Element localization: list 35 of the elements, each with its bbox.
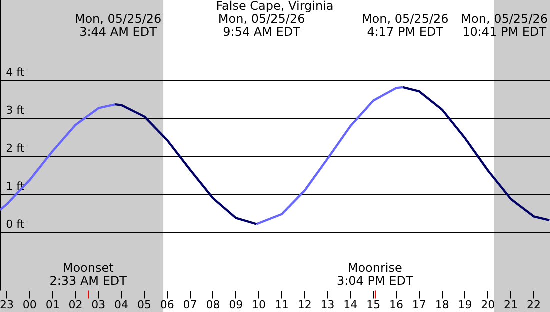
y-tick-label: 3 ft (6, 104, 26, 118)
x-tick-label: 09 (229, 298, 244, 312)
x-tick-label: 21 (504, 298, 518, 312)
x-tick-label: 22 (526, 298, 541, 312)
annotation: Mon, 05/25/26 9:54 AM EDT (218, 12, 306, 40)
x-tick-label: 08 (206, 298, 220, 312)
annotation: Mon, 05/25/26 10:41 PM EDT (461, 12, 548, 40)
x-tick-label: 03 (92, 298, 106, 312)
x-tick-label: 23 (0, 298, 14, 312)
x-tick-label: 20 (481, 298, 496, 312)
y-tick-label: 2 ft (6, 142, 26, 156)
x-tick-label: 14 (344, 298, 358, 312)
ref-line-label: Moonrise 3:04 PM EDT (336, 260, 414, 288)
y-tick-label: 4 ft (6, 66, 26, 80)
x-tick-label: 19 (458, 298, 472, 312)
ref-line-label: Moonset 2:33 AM EDT (50, 260, 128, 288)
x-tick-label: 12 (298, 298, 312, 312)
x-tick-label: 16 (389, 298, 404, 312)
annotation: Mon, 05/25/26 3:44 AM EDT (74, 12, 162, 40)
x-tick-label: 05 (137, 298, 152, 312)
x-tick-label: 11 (274, 298, 289, 312)
y-tick-label: 0 ft (6, 218, 26, 232)
chart-title: False Cape, Virginia (216, 0, 334, 14)
x-tick-label: 17 (412, 298, 426, 312)
x-tick-label: 15 (366, 298, 381, 312)
x-tick-label: 13 (320, 298, 335, 312)
x-tick-label: 06 (160, 298, 174, 312)
x-tick-label: 01 (46, 298, 60, 312)
x-tick-label: 18 (435, 298, 450, 312)
x-tick-label: 02 (68, 298, 83, 312)
x-tick-label: 07 (183, 298, 198, 312)
x-tick-label: 04 (114, 298, 129, 312)
x-tick-label: 00 (22, 298, 37, 312)
annotation: Mon, 05/25/26 4:17 PM EDT (362, 12, 449, 40)
x-tick-label: 10 (252, 298, 266, 312)
